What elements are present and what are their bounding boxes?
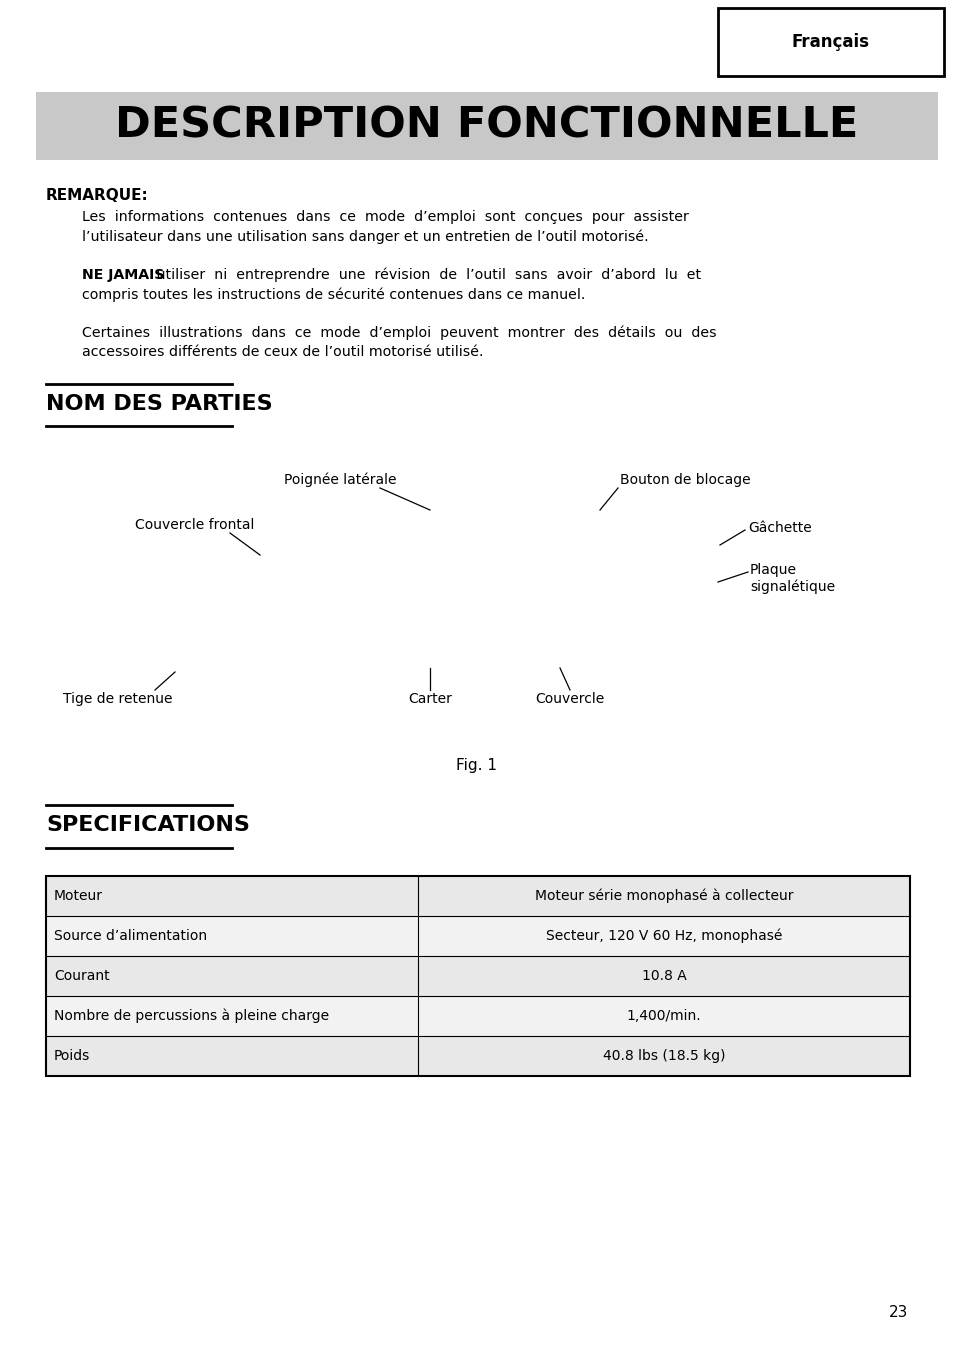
Text: Plaque
signalétique: Plaque signalétique — [749, 562, 834, 594]
Text: Couvercle: Couvercle — [535, 692, 604, 706]
Text: Bouton de blocage: Bouton de blocage — [619, 473, 750, 487]
Text: accessoires différents de ceux de l’outil motorisé utilisé.: accessoires différents de ceux de l’outi… — [82, 345, 483, 360]
Text: NOM DES PARTIES: NOM DES PARTIES — [46, 393, 273, 414]
Text: Secteur, 120 V 60 Hz, monophasé: Secteur, 120 V 60 Hz, monophasé — [545, 929, 781, 944]
Text: Poignée latérale: Poignée latérale — [283, 472, 395, 487]
Bar — [46, 876, 909, 1076]
Bar — [46, 876, 909, 917]
Text: Poids: Poids — [54, 1049, 91, 1063]
Text: Gâchette: Gâchette — [747, 521, 811, 535]
Text: Moteur série monophasé à collecteur: Moteur série monophasé à collecteur — [535, 888, 792, 903]
Text: DESCRIPTION FONCTIONNELLE: DESCRIPTION FONCTIONNELLE — [115, 105, 858, 147]
Bar — [36, 92, 937, 160]
Text: 1,400/min.: 1,400/min. — [626, 1009, 700, 1023]
Bar — [46, 1036, 909, 1076]
Text: Français: Français — [791, 32, 869, 51]
Text: 40.8 lbs (18.5 kg): 40.8 lbs (18.5 kg) — [602, 1049, 724, 1063]
Text: utiliser  ni  entreprendre  une  révision  de  l’outil  sans  avoir  d’abord  lu: utiliser ni entreprendre une révision de… — [152, 268, 700, 283]
Text: compris toutes les instructions de sécurité contenues dans ce manuel.: compris toutes les instructions de sécur… — [82, 288, 585, 303]
Text: Carter: Carter — [408, 692, 452, 706]
Text: 23: 23 — [887, 1305, 907, 1320]
Bar — [46, 996, 909, 1036]
Text: REMARQUE:: REMARQUE: — [46, 188, 149, 203]
Text: Fig. 1: Fig. 1 — [456, 758, 497, 773]
Bar — [718, 8, 943, 76]
Bar — [46, 917, 909, 956]
Text: Source d’alimentation: Source d’alimentation — [54, 929, 207, 942]
Text: NE JAMAIS: NE JAMAIS — [82, 268, 164, 283]
Text: Les  informations  contenues  dans  ce  mode  d’emploi  sont  conçues  pour  ass: Les informations contenues dans ce mode … — [82, 210, 688, 224]
Text: Moteur: Moteur — [54, 890, 103, 903]
Bar — [46, 956, 909, 996]
Text: Certaines  illustrations  dans  ce  mode  d’emploi  peuvent  montrer  des  détai: Certaines illustrations dans ce mode d’e… — [82, 324, 716, 339]
Text: l’utilisateur dans une utilisation sans danger et un entretien de l’outil motori: l’utilisateur dans une utilisation sans … — [82, 230, 648, 245]
Text: SPECIFICATIONS: SPECIFICATIONS — [46, 815, 250, 836]
Text: 10.8 A: 10.8 A — [641, 969, 685, 983]
Text: Courant: Courant — [54, 969, 110, 983]
Text: Nombre de percussions à pleine charge: Nombre de percussions à pleine charge — [54, 1009, 329, 1023]
Text: Tige de retenue: Tige de retenue — [63, 692, 172, 706]
Text: Couvercle frontal: Couvercle frontal — [135, 518, 254, 531]
